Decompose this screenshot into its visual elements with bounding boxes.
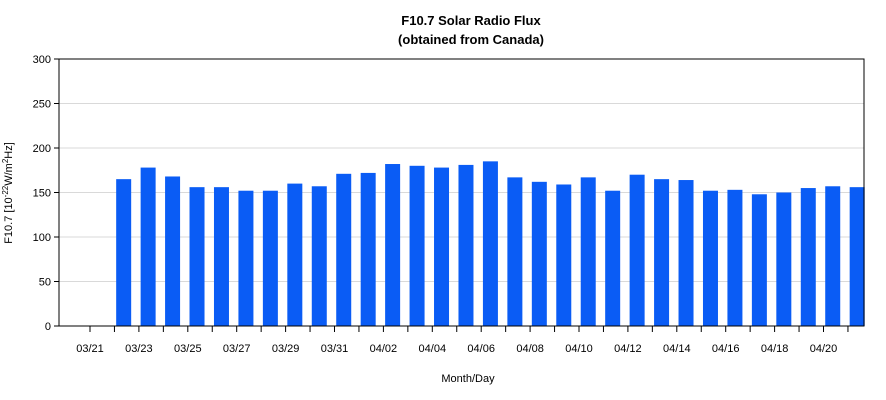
x-tick-label: 04/14	[663, 343, 691, 355]
x-tick-label: 04/18	[761, 343, 789, 355]
bar-03-23	[140, 167, 156, 326]
bar-04-04	[434, 167, 450, 326]
bar-04-06	[482, 161, 498, 326]
bar-04-10	[580, 177, 596, 326]
bar-04-21	[849, 187, 865, 326]
y-axis-label-exponent-1: -22	[1, 185, 10, 197]
bar-04-02	[385, 164, 401, 326]
bar-04-11	[605, 190, 621, 326]
y-tick-label: 100	[33, 232, 51, 244]
bar-04-12	[629, 174, 645, 326]
bar-04-13	[654, 179, 670, 326]
bar-04-15	[702, 190, 718, 326]
chart-subtitle: (obtained from Canada)	[398, 32, 544, 47]
y-tick-label: 250	[33, 99, 51, 111]
bar-04-16	[727, 189, 743, 326]
y-tick-labels: 0 50 100 150 200 250 300	[33, 54, 59, 333]
y-axis-label-suffix: Hz]	[3, 142, 15, 159]
bar-04-01	[360, 172, 376, 326]
x-tick-label: 04/02	[370, 343, 398, 355]
y-axis-label: F10.7 [10-22W/m2Hz]	[1, 142, 15, 244]
x-tick-label: 03/29	[272, 343, 300, 355]
bar-03-29	[287, 183, 303, 326]
y-axis-label-prefix: F10.7 [10	[3, 197, 15, 243]
bar-03-26	[213, 187, 229, 326]
x-tick-labels: 03/21 03/23 03/25 03/27 03/29 03/31 04/02 04/04…	[76, 326, 849, 355]
bar-03-25	[189, 187, 205, 326]
bar-03-22	[116, 179, 132, 326]
bar-03-24	[165, 176, 181, 326]
x-tick-label: 04/10	[565, 343, 593, 355]
x-axis-label: Month/Day	[441, 373, 495, 385]
bars	[116, 161, 865, 326]
bar-04-07	[507, 177, 523, 326]
bar-04-20	[825, 186, 841, 326]
x-tick-label: 04/16	[712, 343, 740, 355]
x-tick-label: 04/04	[419, 343, 447, 355]
y-tick-label: 300	[33, 54, 51, 66]
x-tick-label: 04/12	[614, 343, 642, 355]
x-tick-label: 04/06	[467, 343, 495, 355]
bar-03-28	[262, 190, 278, 326]
bar-04-14	[678, 180, 694, 326]
y-tick-label: 0	[45, 321, 51, 333]
bar-03-30	[311, 186, 327, 326]
bar-04-05	[458, 164, 474, 326]
bar-03-27	[238, 190, 254, 326]
y-tick-label: 200	[33, 143, 51, 155]
bar-04-18	[776, 192, 792, 326]
x-tick-label: 03/31	[321, 343, 349, 355]
bar-04-08	[531, 181, 547, 326]
x-tick-label: 03/25	[174, 343, 202, 355]
x-tick-label: 03/27	[223, 343, 251, 355]
x-tick-label: 04/08	[516, 343, 544, 355]
y-tick-label: 50	[39, 277, 51, 289]
bar-04-17	[751, 194, 767, 326]
bar-04-09	[556, 184, 572, 326]
x-tick-label: 03/21	[76, 343, 104, 355]
bar-03-31	[336, 173, 352, 326]
y-axis-label-exponent-2: 2	[1, 158, 10, 163]
bar-04-19	[800, 188, 816, 326]
x-tick-label: 03/23	[125, 343, 153, 355]
chart-title: F10.7 Solar Radio Flux	[401, 13, 541, 28]
bar-04-03	[409, 165, 425, 326]
y-axis-label-mid: W/m	[3, 163, 15, 186]
x-tick-label: 04/20	[810, 343, 838, 355]
y-tick-label: 150	[33, 188, 51, 200]
